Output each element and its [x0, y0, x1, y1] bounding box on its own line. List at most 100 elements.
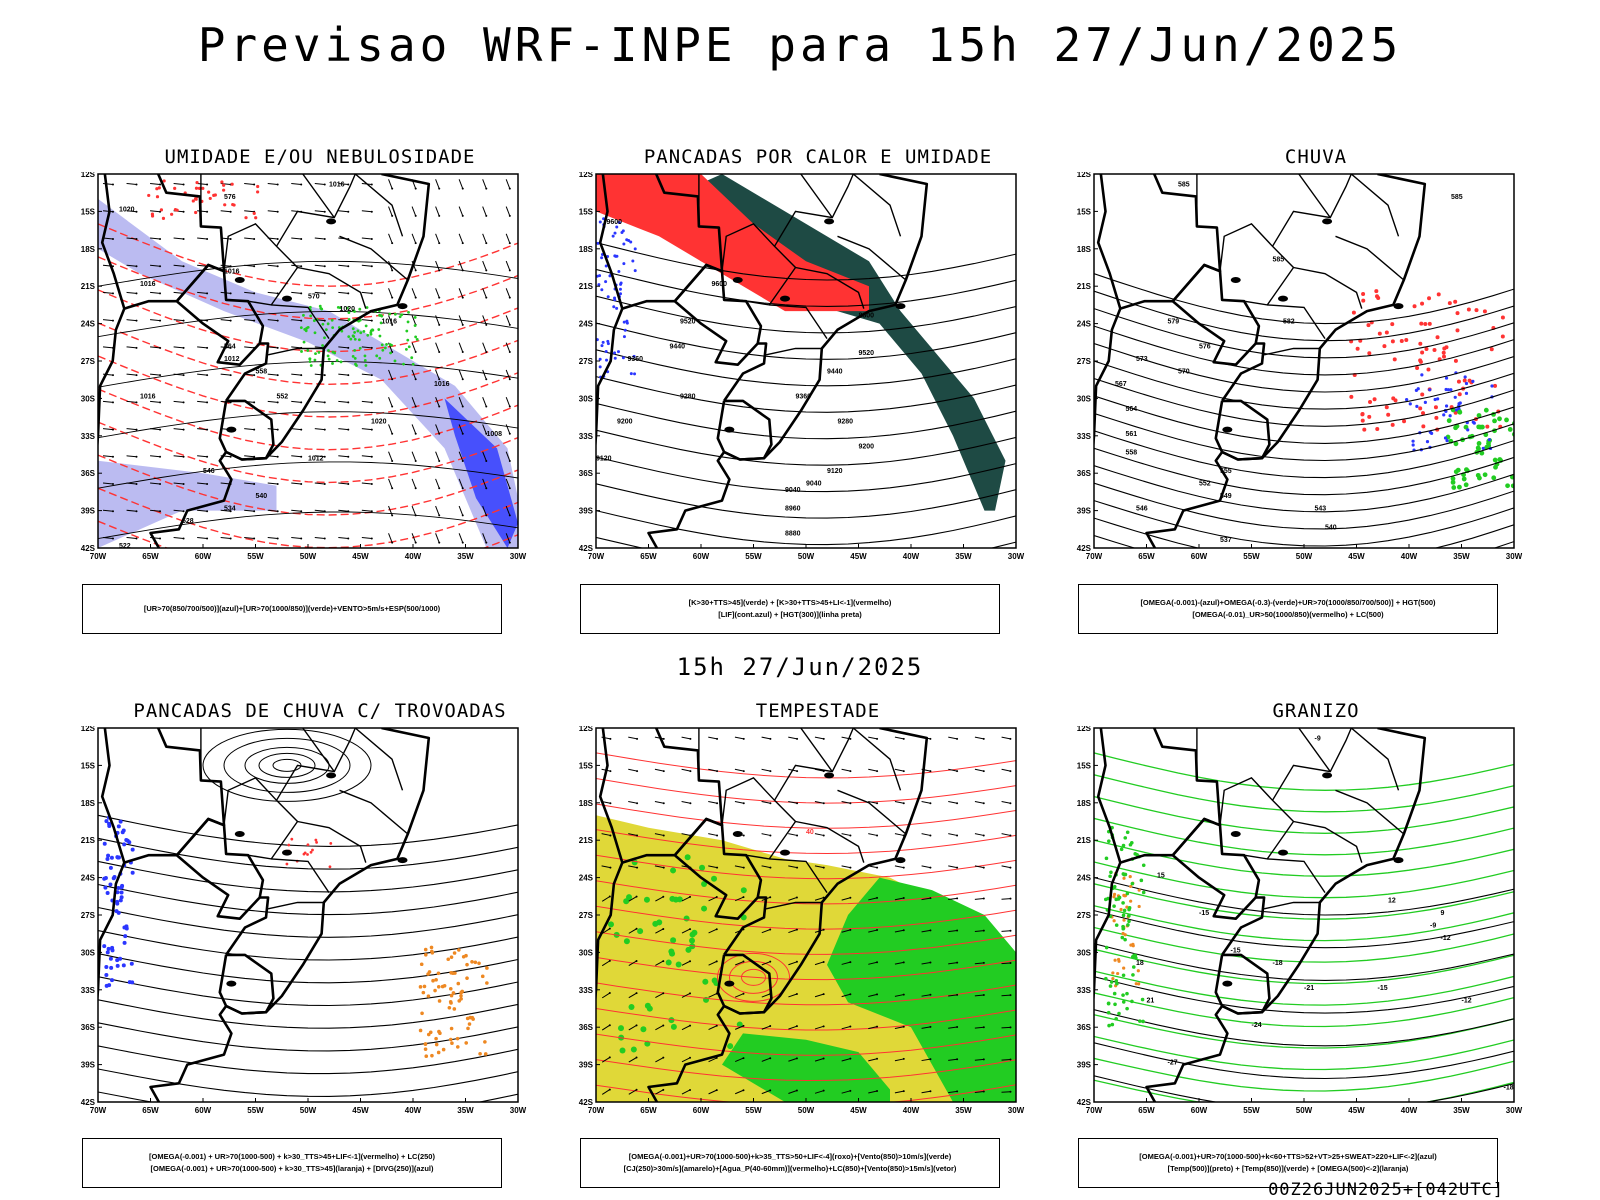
lake	[780, 295, 790, 302]
mark	[120, 830, 125, 835]
wind-arrow	[1001, 898, 1011, 900]
lon-tick-label: 65W	[142, 1106, 159, 1115]
arrow-head	[300, 428, 303, 431]
mark	[358, 346, 362, 350]
arrow-head	[391, 487, 394, 490]
wind-arrow	[338, 210, 349, 213]
wind-arrow	[482, 315, 487, 325]
country-border	[100, 728, 226, 864]
wind-arrow	[291, 428, 302, 431]
lon-tick-label: 40W	[903, 1106, 920, 1115]
arrow-head	[370, 319, 373, 322]
arrow-head	[276, 537, 279, 540]
mark	[434, 1042, 439, 1047]
wind-arrow	[814, 1025, 824, 1030]
country-border	[218, 953, 275, 1015]
contour-label: 9120	[596, 456, 612, 463]
wind-arrow	[267, 183, 278, 185]
mark	[1109, 980, 1114, 984]
arrow-head	[347, 537, 350, 540]
mark	[615, 225, 619, 229]
arrow-head	[111, 401, 114, 404]
mark	[633, 372, 637, 376]
mark	[207, 190, 211, 194]
wind-arrow	[788, 1090, 798, 1094]
mark	[389, 351, 392, 355]
wind-arrow	[435, 206, 440, 217]
wind-arrow	[734, 865, 744, 869]
wind-arrow	[761, 800, 771, 804]
arrow-head	[982, 961, 985, 964]
contour-label: 1016	[140, 281, 156, 288]
arrow-head	[929, 802, 932, 805]
wind-arrow	[244, 428, 255, 431]
arrow-head	[347, 510, 350, 513]
mark	[173, 186, 177, 191]
arrow-head	[662, 1056, 665, 1059]
wind-arrow	[505, 260, 511, 271]
arrow-head	[795, 992, 798, 995]
wind-arrow	[894, 833, 904, 836]
arrow-head	[485, 432, 488, 435]
mark	[1509, 474, 1514, 480]
mark	[364, 364, 368, 367]
mark	[470, 959, 474, 964]
wind-arrow	[220, 319, 231, 322]
mark	[1420, 373, 1424, 377]
arrow-head	[876, 866, 879, 869]
wind-arrow	[628, 1024, 637, 1031]
mark	[644, 1002, 651, 1009]
wind-arrow	[102, 237, 114, 240]
mark	[130, 847, 135, 852]
country-border	[596, 862, 624, 1006]
lat-tick-label: 18S	[81, 799, 96, 808]
mark	[213, 193, 217, 197]
arrow-head	[485, 487, 488, 490]
wind-arrow	[197, 183, 208, 185]
wind-arrow	[1001, 800, 1011, 804]
arrow-head	[438, 459, 441, 462]
geography	[98, 728, 431, 1102]
arrow-head	[438, 187, 441, 190]
mark	[353, 331, 356, 334]
arrow-head	[956, 1090, 959, 1093]
wind-arrow	[482, 424, 487, 434]
arrow-head	[182, 510, 185, 513]
mark	[1135, 852, 1139, 857]
mark	[321, 344, 324, 347]
lon-tick-label: 65W	[640, 1106, 657, 1115]
mark	[604, 280, 608, 284]
mark	[124, 924, 129, 929]
wind-arrow	[601, 896, 611, 902]
wind-arrow	[868, 1090, 878, 1094]
lake	[824, 218, 835, 225]
mark	[366, 333, 370, 337]
green-patches	[607, 854, 747, 1054]
wind-arrow	[411, 288, 417, 298]
arrow-head	[323, 401, 326, 404]
arrow-head	[323, 319, 326, 322]
mark	[1127, 906, 1132, 910]
wind-arrow	[974, 962, 984, 965]
mark	[1450, 479, 1456, 485]
hgt500-contour	[1094, 500, 1514, 547]
wind-arrow	[173, 291, 184, 294]
mark	[102, 944, 107, 949]
wind-arrow	[1001, 1026, 1011, 1029]
wind-arrow	[628, 736, 638, 740]
arrow-head	[276, 210, 279, 213]
temp850-contour	[1094, 817, 1514, 856]
wind-arrow	[244, 509, 255, 512]
state-border	[297, 266, 367, 309]
wind-arrow	[948, 1058, 958, 1061]
mark	[314, 838, 318, 842]
wind-arrow	[482, 451, 487, 462]
coastline	[149, 174, 431, 548]
geography	[1094, 728, 1427, 1102]
arrow-head	[206, 237, 209, 240]
lat-tick-label: 39S	[81, 1061, 96, 1070]
arrow-head	[636, 770, 639, 773]
arrow-head	[716, 737, 719, 740]
mark	[256, 190, 260, 194]
wind-arrow	[654, 800, 664, 804]
